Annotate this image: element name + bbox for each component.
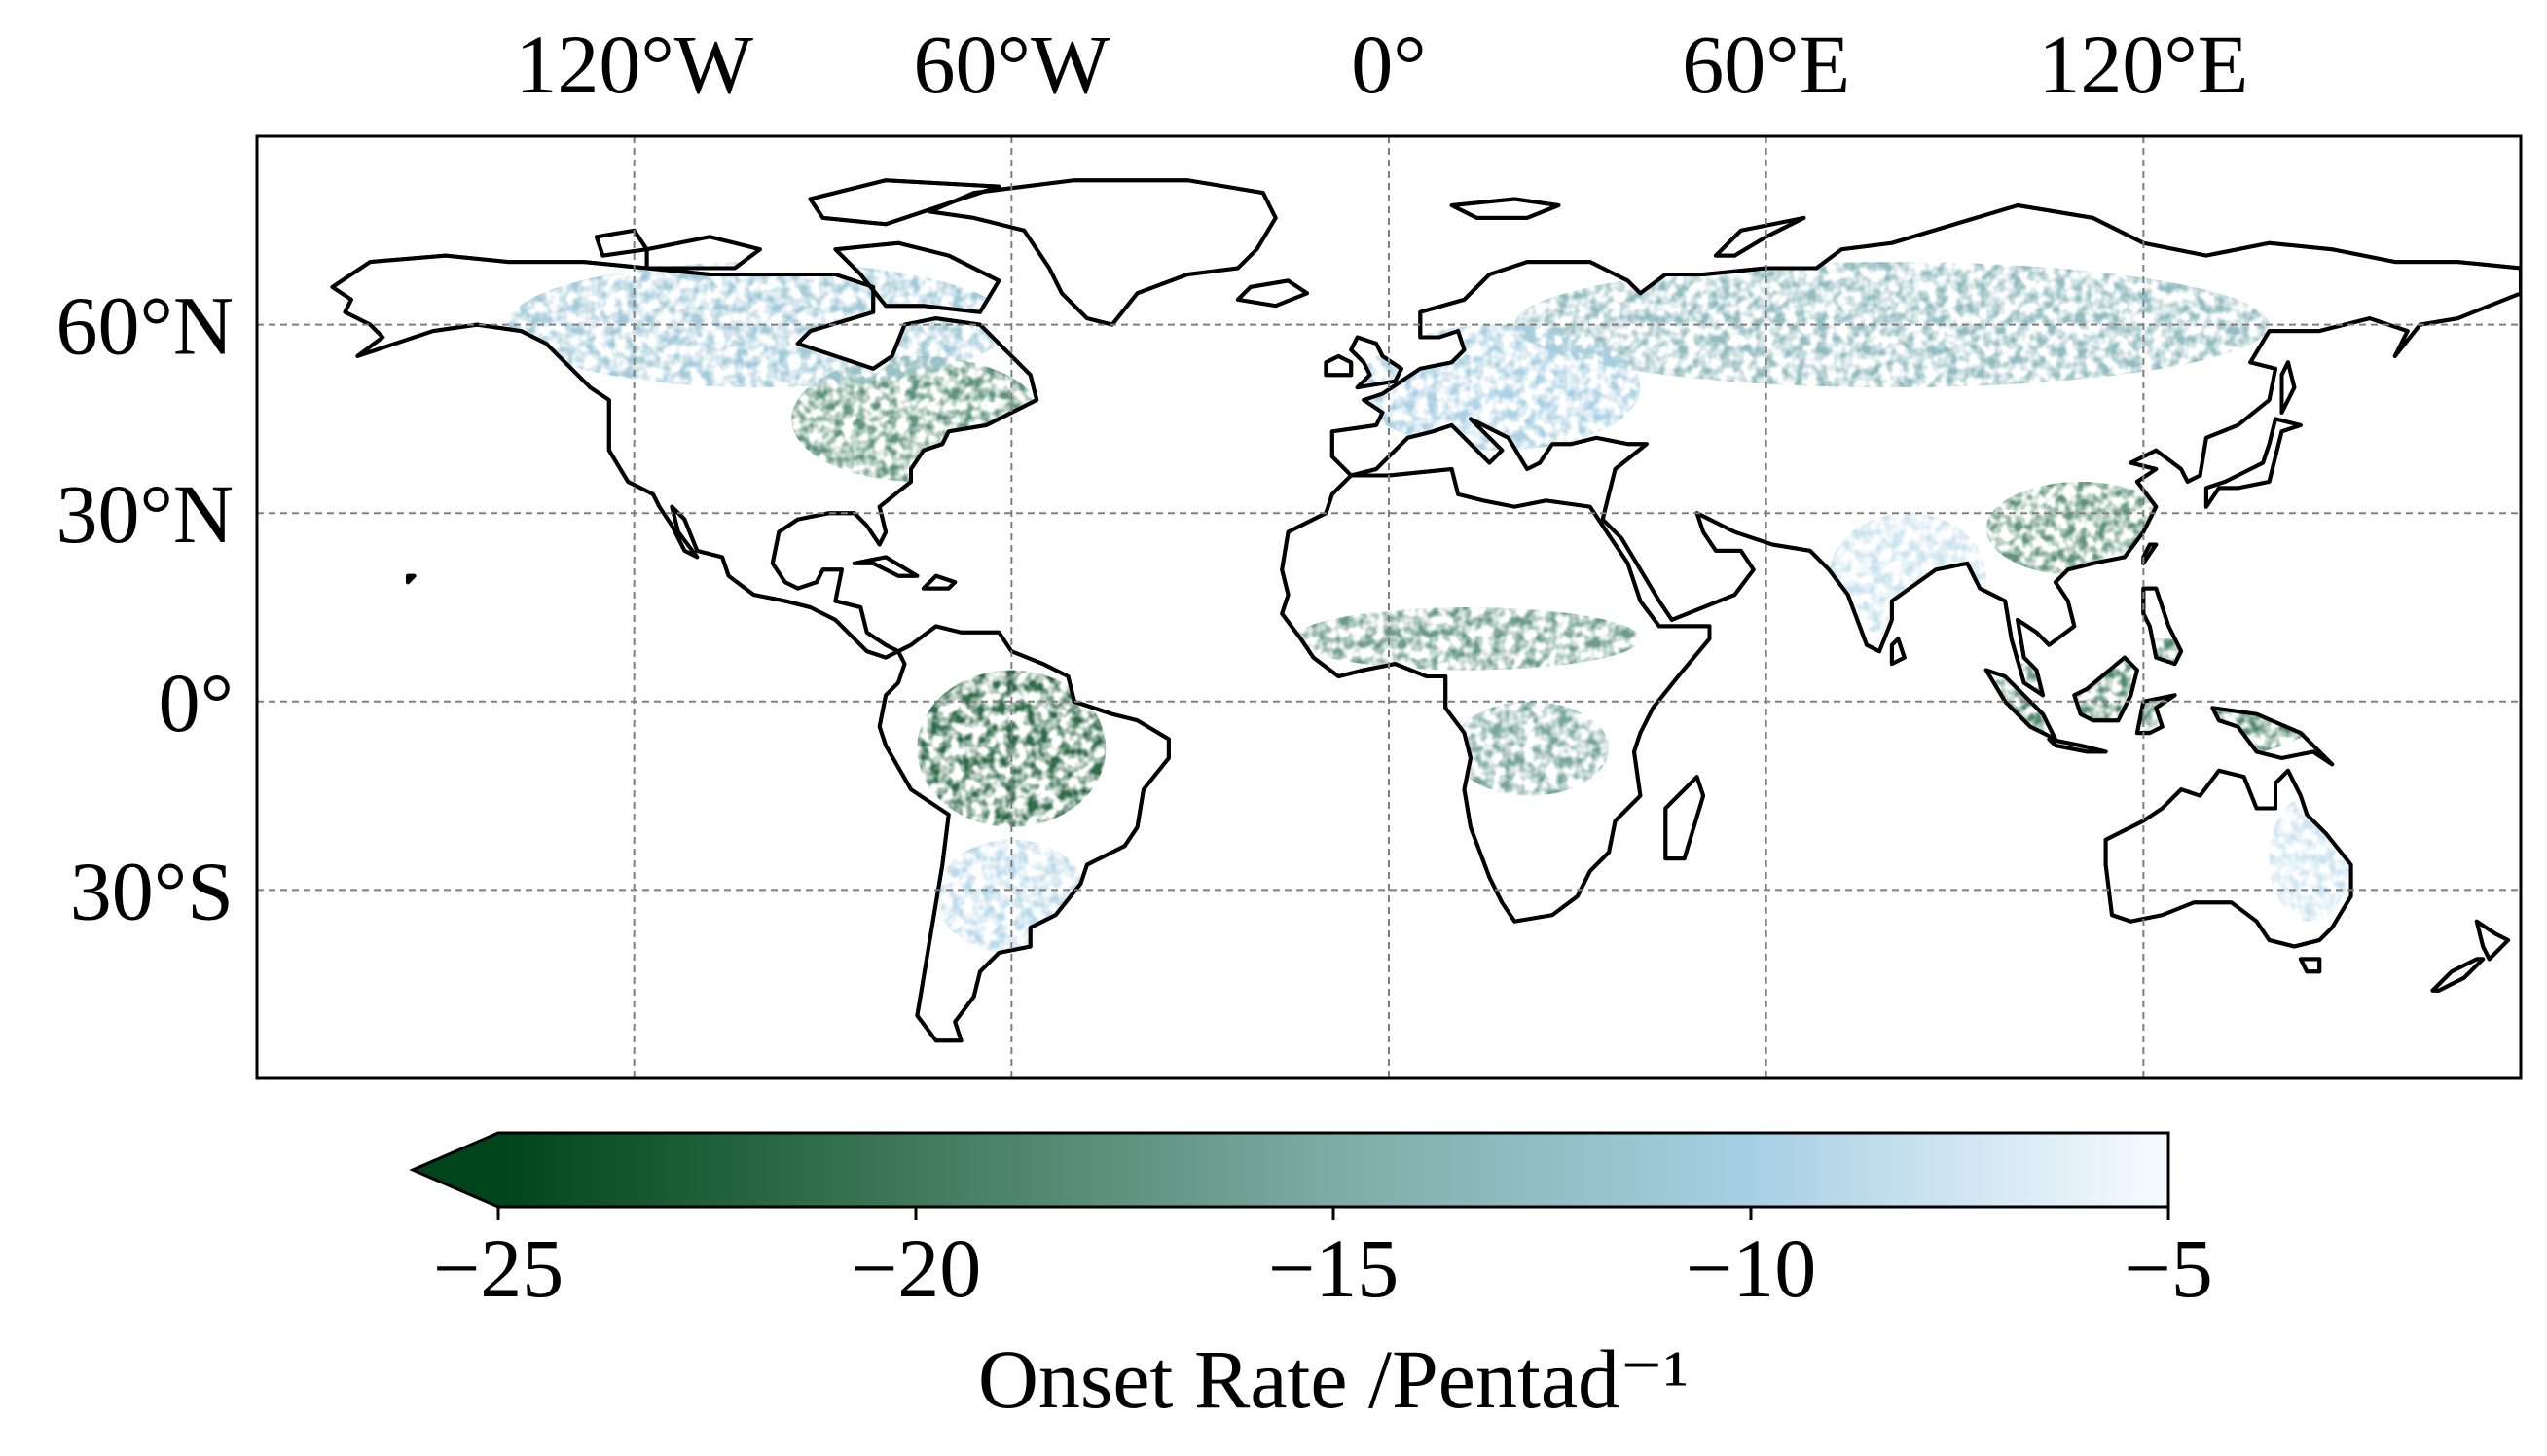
- colorbar-label: Onset Rate /Pentad⁻¹: [978, 1332, 1689, 1426]
- lat-tick-label: 30°N: [56, 467, 235, 561]
- coastline-ireland: [1324, 353, 1354, 378]
- coastline-baffin: [833, 240, 1001, 314]
- lon-tick-label: 60°E: [1682, 18, 1850, 111]
- coastline-australia: [2103, 768, 2353, 949]
- coastline-java: [2047, 737, 2108, 754]
- coastline-africa: [1280, 467, 1712, 924]
- coastline-cuba: [852, 555, 920, 578]
- lon-tick-label: 0°: [1351, 18, 1426, 111]
- map-frame: [255, 134, 2523, 1080]
- colorbar-tick-label: −20: [851, 1221, 982, 1315]
- coastline-hawaii: [406, 573, 417, 585]
- map-panel: [257, 136, 2521, 1078]
- lat-tick-label: 0°: [159, 656, 234, 749]
- coastline-borneo: [2072, 655, 2139, 723]
- coastline-uk: [1349, 335, 1403, 390]
- gridlines: [257, 136, 2521, 1078]
- coastline-iceland: [1235, 278, 1309, 309]
- colorbar-tick-label: −15: [1268, 1221, 1400, 1315]
- colorbar-body: [498, 1133, 2168, 1207]
- lat-tick-label: 30°S: [70, 844, 234, 937]
- lon-tick-label: 120°E: [2038, 18, 2248, 111]
- colorbar-tick-label: −25: [433, 1221, 564, 1315]
- coastline-madagascar: [1663, 775, 1706, 861]
- coastline-scandinavia-svalbard: [1449, 197, 1561, 220]
- colorbar: −25 −20 −15 −10 −5 Onset Rate /Pentad⁻¹: [409, 1131, 2213, 1426]
- colorbar-tick-label: −10: [1686, 1221, 1817, 1315]
- coastline-hispaniola: [921, 573, 958, 591]
- coastlines: [330, 178, 2521, 1043]
- coastline-new-zealand-south: [2430, 957, 2486, 993]
- coastline-eurasia: [1329, 203, 2521, 698]
- coastline-greenland: [928, 178, 1278, 327]
- coastline-tasmania: [2298, 957, 2322, 974]
- lon-tick-label: 120°W: [515, 18, 753, 111]
- coastline-north-america: [330, 253, 1039, 660]
- coastline-philippines: [2141, 586, 2184, 667]
- coastline-new-guinea: [2210, 706, 2335, 767]
- colorbar-ticks: −25 −20 −15 −10 −5: [433, 1207, 2213, 1315]
- lon-tick-label: 60°W: [914, 18, 1110, 111]
- longitude-tick-labels: 120°W 60°W 0° 60°E 120°E: [515, 18, 2248, 111]
- coastline-novaya-zemlya: [1714, 215, 1806, 258]
- coastline-sri-lanka: [1889, 637, 1907, 667]
- coastline-japan: [2203, 417, 2303, 509]
- coastline-new-zealand-north: [2474, 919, 2511, 962]
- region-central-africa: [1451, 701, 1610, 796]
- coastline-ellesmere: [808, 178, 1001, 227]
- latitude-tick-labels: 60°N 30°N 0° 30°S: [56, 279, 235, 938]
- region-boreal-eurasia: [1514, 262, 2270, 388]
- coastline-victoria-island: [644, 235, 762, 271]
- colorbar-extend-arrow: [413, 1133, 499, 1207]
- lat-tick-label: 60°N: [56, 279, 235, 373]
- region-west-africa-sahel: [1294, 607, 1641, 671]
- coastline-sakhalin: [2279, 360, 2297, 415]
- colorbar-tick-label: −5: [2124, 1221, 2213, 1315]
- coastline-south-america: [877, 624, 1171, 1043]
